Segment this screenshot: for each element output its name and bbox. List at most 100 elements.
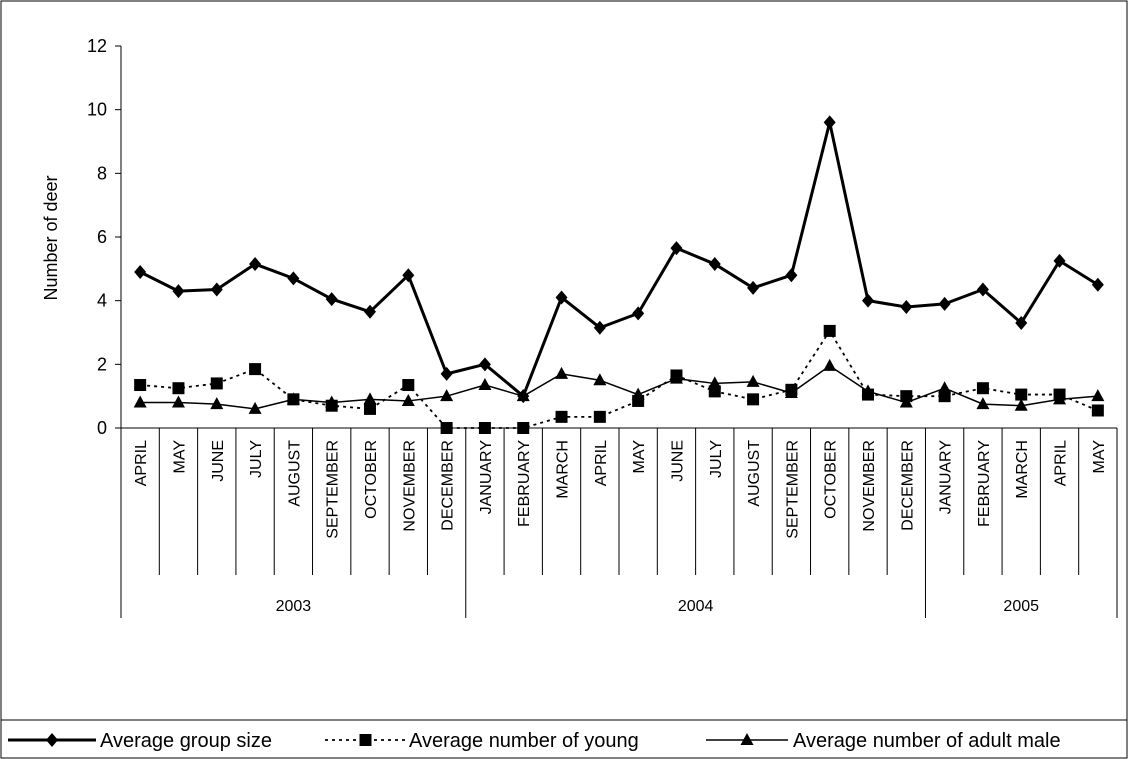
data-point-diamond <box>1015 315 1028 330</box>
x-category-label: JANUARY <box>938 440 955 515</box>
x-category-label: OCTOBER <box>363 440 380 519</box>
data-point-square <box>1015 388 1028 401</box>
y-axis: 0 2 4 6 8 10 12 <box>87 36 122 438</box>
data-point-square <box>440 422 453 434</box>
data-point-diamond <box>1091 277 1104 292</box>
data-point-diamond <box>210 282 223 297</box>
data-point-diamond <box>517 389 530 404</box>
data-point-diamond <box>976 282 989 297</box>
x-category-label: MARCH <box>1014 440 1031 499</box>
x-category-label: SEPTEMBER <box>325 440 342 539</box>
x-year-label: 2003 <box>276 598 312 615</box>
x-category-label: FEBRUARY <box>516 440 533 527</box>
x-year-label: 2004 <box>678 598 714 615</box>
data-point-triangle <box>171 395 185 408</box>
data-point-diamond <box>364 304 376 319</box>
data-point-triangle <box>401 393 415 406</box>
data-point-square <box>1091 404 1104 417</box>
data-point-diamond <box>900 300 913 315</box>
data-point-triangle <box>746 374 760 387</box>
legend-marker-square <box>359 734 372 746</box>
data-point-triangle <box>976 397 990 410</box>
data-point-square <box>172 382 185 395</box>
x-year-label: 2005 <box>1003 598 1039 615</box>
x-category-label: NOVEMBER <box>861 440 878 532</box>
data-point-diamond <box>823 115 836 130</box>
data-point-square <box>862 388 874 401</box>
data-point-diamond <box>172 284 185 299</box>
data-point-square <box>632 394 645 407</box>
data-point-triangle <box>210 397 224 410</box>
legend-item: Average group size <box>8 730 272 752</box>
data-point-diamond <box>593 320 606 335</box>
data-point-triangle <box>363 392 377 405</box>
data-point-diamond <box>134 265 147 280</box>
x-category-label: JANUARY <box>478 440 495 515</box>
data-point-square <box>134 379 147 392</box>
data-point-diamond <box>670 241 683 256</box>
legend-marker-diamond <box>46 733 58 747</box>
data-point-diamond <box>632 306 645 321</box>
data-point-square <box>708 385 721 398</box>
data-point-square <box>287 393 300 406</box>
data-point-square <box>402 379 415 392</box>
data-point-square <box>555 410 568 423</box>
data-point-diamond <box>708 257 721 272</box>
data-point-triangle <box>440 389 454 402</box>
y-tick-label: 10 <box>87 100 107 120</box>
data-point-square <box>478 422 491 434</box>
y-tick-label: 12 <box>87 36 107 56</box>
data-point-triangle <box>1091 389 1105 402</box>
x-category-label: JULY <box>248 440 265 478</box>
data-point-triangle <box>593 373 607 386</box>
data-point-square <box>364 402 376 415</box>
data-point-triangle <box>1014 398 1028 411</box>
data-point-square <box>517 422 530 434</box>
x-category-label: MAY <box>171 440 188 474</box>
data-point-square <box>249 363 262 376</box>
x-category-label: DECEMBER <box>440 440 457 531</box>
x-category-label: SEPTEMBER <box>784 440 801 539</box>
data-point-square <box>785 383 798 396</box>
data-point-square <box>900 390 913 403</box>
y-axis-title: Number of deer <box>41 175 61 300</box>
x-category-label: APRIL <box>593 440 610 486</box>
data-point-diamond <box>747 280 760 295</box>
data-point-square <box>593 410 606 423</box>
data-point-triangle <box>823 358 837 371</box>
data-point-square <box>325 399 338 412</box>
x-category-label: APRIL <box>1053 440 1070 486</box>
x-category-label: AUGUST <box>286 440 303 507</box>
data-point-square <box>210 377 223 390</box>
x-category-label: APRIL <box>133 440 150 486</box>
x-category-label: MAY <box>631 440 648 474</box>
data-point-square <box>938 390 951 403</box>
x-category-label: OCTOBER <box>823 440 840 519</box>
data-point-triangle <box>133 395 147 408</box>
legend-label: Average number of young <box>409 730 639 752</box>
data-point-diamond <box>249 257 262 272</box>
legend-item: Average number of adult male <box>706 730 1061 752</box>
legend-label: Average group size <box>100 730 272 752</box>
series-line <box>139 120 1099 398</box>
y-tick-label: 6 <box>97 227 107 247</box>
x-axis: APRIL MAY JUNE JULY AUGUST SEPTEMBER OCTOBER NO… <box>120 427 1118 618</box>
y-tick-label: 8 <box>97 163 107 183</box>
y-tick-label: 2 <box>97 354 107 374</box>
y-tick-label: 4 <box>97 291 107 311</box>
data-point-square <box>1053 388 1066 401</box>
data-point-diamond <box>938 296 951 311</box>
data-point-diamond <box>478 357 491 372</box>
data-point-diamond <box>402 268 415 283</box>
data-point-diamond <box>555 290 568 305</box>
data-point-diamond <box>440 366 453 381</box>
x-category-label: NOVEMBER <box>401 440 418 532</box>
x-category-label: DECEMBER <box>899 440 916 531</box>
data-point-triangle <box>248 401 262 414</box>
series-line <box>140 365 1098 410</box>
data-point-square <box>670 369 683 382</box>
data-point-diamond <box>325 292 338 307</box>
data-point-diamond <box>862 293 874 308</box>
data-point-square <box>823 324 836 337</box>
